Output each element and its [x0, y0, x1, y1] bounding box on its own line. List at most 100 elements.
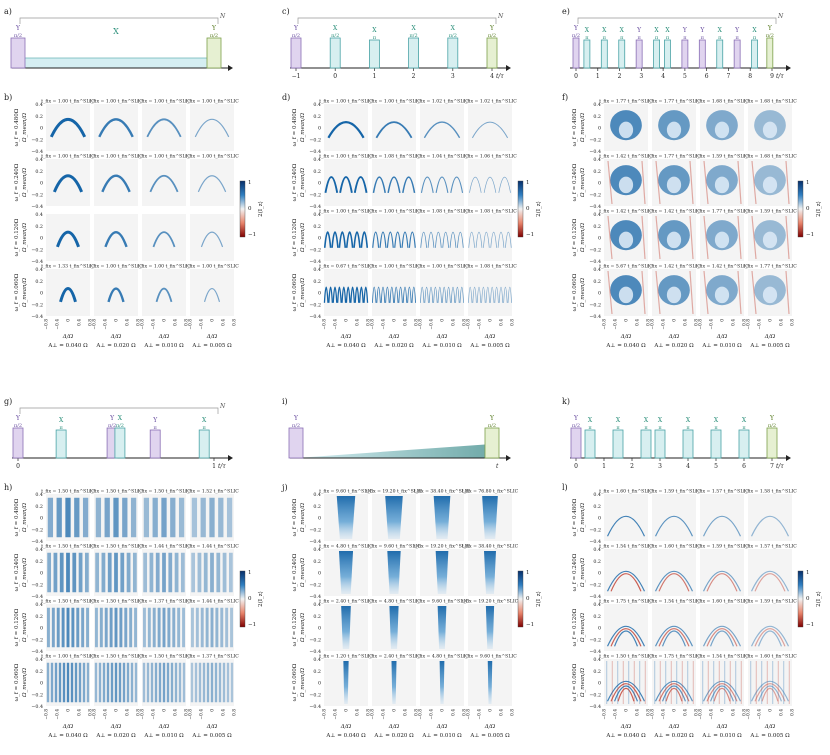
x-tick-label: −0.8: [419, 709, 424, 720]
pulse-axis-label: X: [588, 417, 593, 424]
heat-arch: [423, 121, 461, 139]
y-tick-label: −0.2: [31, 192, 43, 198]
cell-title: t_fix = 1.00 t_fix^SLIC: [89, 98, 143, 105]
heatmap-cell-background: [700, 549, 744, 596]
heat-vertical-band: [385, 496, 403, 539]
column-label: A⊥ = 0.020 Ω: [653, 343, 694, 349]
cell-title: t_fix = 1.33 t_fix^SLIC: [41, 263, 95, 270]
x-axis-label: Δ/Ω: [62, 724, 74, 730]
heatmap-cell: [324, 159, 368, 206]
heat-band: [59, 552, 64, 593]
heat-vertical-band: [336, 496, 356, 539]
heat-vertical-band: [391, 661, 397, 704]
x-tick-label: −0.4: [710, 709, 715, 720]
cell-title: t_fix = 1.44 t_fix^SLIC: [137, 543, 191, 550]
cell-title: t_fix = 9.60 t_fix^SLIC: [367, 543, 421, 550]
y-tick-label: 0.4: [35, 492, 43, 498]
heatmap-cell: [652, 104, 696, 151]
heat-band: [143, 552, 148, 593]
pulse-y: [766, 427, 778, 459]
x-tick-label: 0.4: [404, 319, 409, 326]
y-tick-label: 0.2: [593, 224, 601, 230]
cell-title: t_fix = 9.60 t_fix^SLIC: [415, 598, 469, 605]
cell-title: t_fix = 1.00 t_fix^SLIC: [41, 98, 95, 105]
heatmap-cell-background: [46, 269, 90, 316]
heatmap-cell-background: [46, 159, 90, 206]
heat-vertical-band: [482, 496, 498, 539]
cell-title: t_fix = 9.60 t_fix^SLIC: [319, 488, 373, 495]
y-tick-label: 0.2: [313, 669, 321, 675]
heat-arch: [428, 286, 434, 303]
heat-band: [53, 552, 58, 593]
y-tick-label: 0.2: [593, 559, 601, 565]
y-tick-label: 0.4: [593, 267, 601, 273]
heat-band: [82, 497, 89, 538]
heat-arch: [203, 287, 221, 303]
colorbar-tick-label: 1: [526, 180, 530, 186]
heat-band: [94, 607, 98, 648]
x-axis-label: Δ/Ω: [340, 334, 352, 340]
heat-band: [72, 552, 77, 593]
heat-band: [142, 662, 146, 703]
heatmap-cell: [46, 104, 90, 151]
heat-arch: [446, 286, 451, 303]
pulse-y: [206, 37, 222, 69]
heat-arch: [402, 286, 408, 303]
pulse-angle-label: π/2: [116, 423, 124, 429]
time-axis-label: t/τ: [776, 463, 784, 470]
x-axis-label: Δ/Ω: [206, 334, 218, 340]
pulse-axis-label: Y: [152, 417, 158, 424]
heatmap-cell-background: [700, 494, 744, 541]
y-tick-label: −0.4: [309, 149, 321, 155]
time-axis-label: t/τ: [496, 73, 504, 80]
x-axis-label: Δ/Ω: [206, 724, 218, 730]
pulse-axis-label: X: [451, 25, 456, 32]
heatmap-cell-background: [420, 269, 464, 316]
column-label: A⊥ = 0.005 Ω: [191, 733, 232, 739]
heatmap-cell: [652, 604, 696, 651]
heat-negative-band: [641, 160, 646, 205]
pulse-y: [149, 429, 161, 459]
time-tick-label: 6: [742, 463, 746, 470]
column-label: A⊥ = 0.040 Ω: [47, 343, 88, 349]
cell-title: t_fix = 1.44 t_fix^SLIC: [185, 543, 239, 550]
panel-label: k): [562, 397, 570, 406]
y-tick-label: 0.4: [593, 547, 601, 553]
heat-arch: [323, 231, 332, 248]
x-tick-label: 0.8: [511, 319, 516, 326]
x-tick-label: −0.4: [334, 319, 339, 330]
heat-band: [113, 497, 119, 538]
y-tick-label: −0.4: [31, 539, 43, 545]
cell-title: t_fix = 1.54 t_fix^SLIC: [647, 598, 701, 605]
heat-blob-core: [714, 176, 730, 194]
panel-label: f): [562, 93, 568, 102]
y-tick-label: 0.4: [35, 157, 43, 163]
x-tick-label: 0.8: [185, 319, 190, 326]
heatmap-cell-background: [748, 549, 792, 596]
y-tick-label: −0.4: [309, 314, 321, 320]
x-tick-label: −0.4: [614, 319, 619, 330]
heatmap-cell-background: [190, 659, 234, 706]
heat-band: [56, 497, 62, 538]
panel-label: h): [4, 483, 12, 492]
heat-arch: [450, 176, 464, 193]
y-tick-label: 0.4: [593, 212, 601, 218]
colorbar: [239, 570, 246, 628]
cell-title: t_fix = 1.08 t_fix^SLIC: [415, 208, 469, 215]
x-axis-label: Δ/Ω: [716, 724, 728, 730]
x-tick-label: 0.4: [78, 709, 83, 716]
y-axis-label: Ω_mean/Ω: [300, 613, 306, 643]
heat-arch: [387, 176, 401, 193]
heatmap-cell: [324, 494, 368, 541]
cell-title: t_fix = 1.60 t_fix^SLIC: [599, 488, 653, 495]
x-tick-label: 0: [625, 319, 630, 322]
x-tick-label: 0.8: [89, 709, 94, 716]
y-tick-label: 0.4: [313, 157, 321, 163]
heat-ring: [702, 515, 742, 537]
x-tick-label: 0.8: [367, 709, 372, 716]
heat-negative-band: [655, 270, 661, 315]
pulse-x: [682, 429, 694, 459]
heatmap-cell: [142, 214, 186, 261]
y-tick-label: 0.2: [35, 224, 43, 230]
heatmap-cell: [700, 659, 744, 706]
